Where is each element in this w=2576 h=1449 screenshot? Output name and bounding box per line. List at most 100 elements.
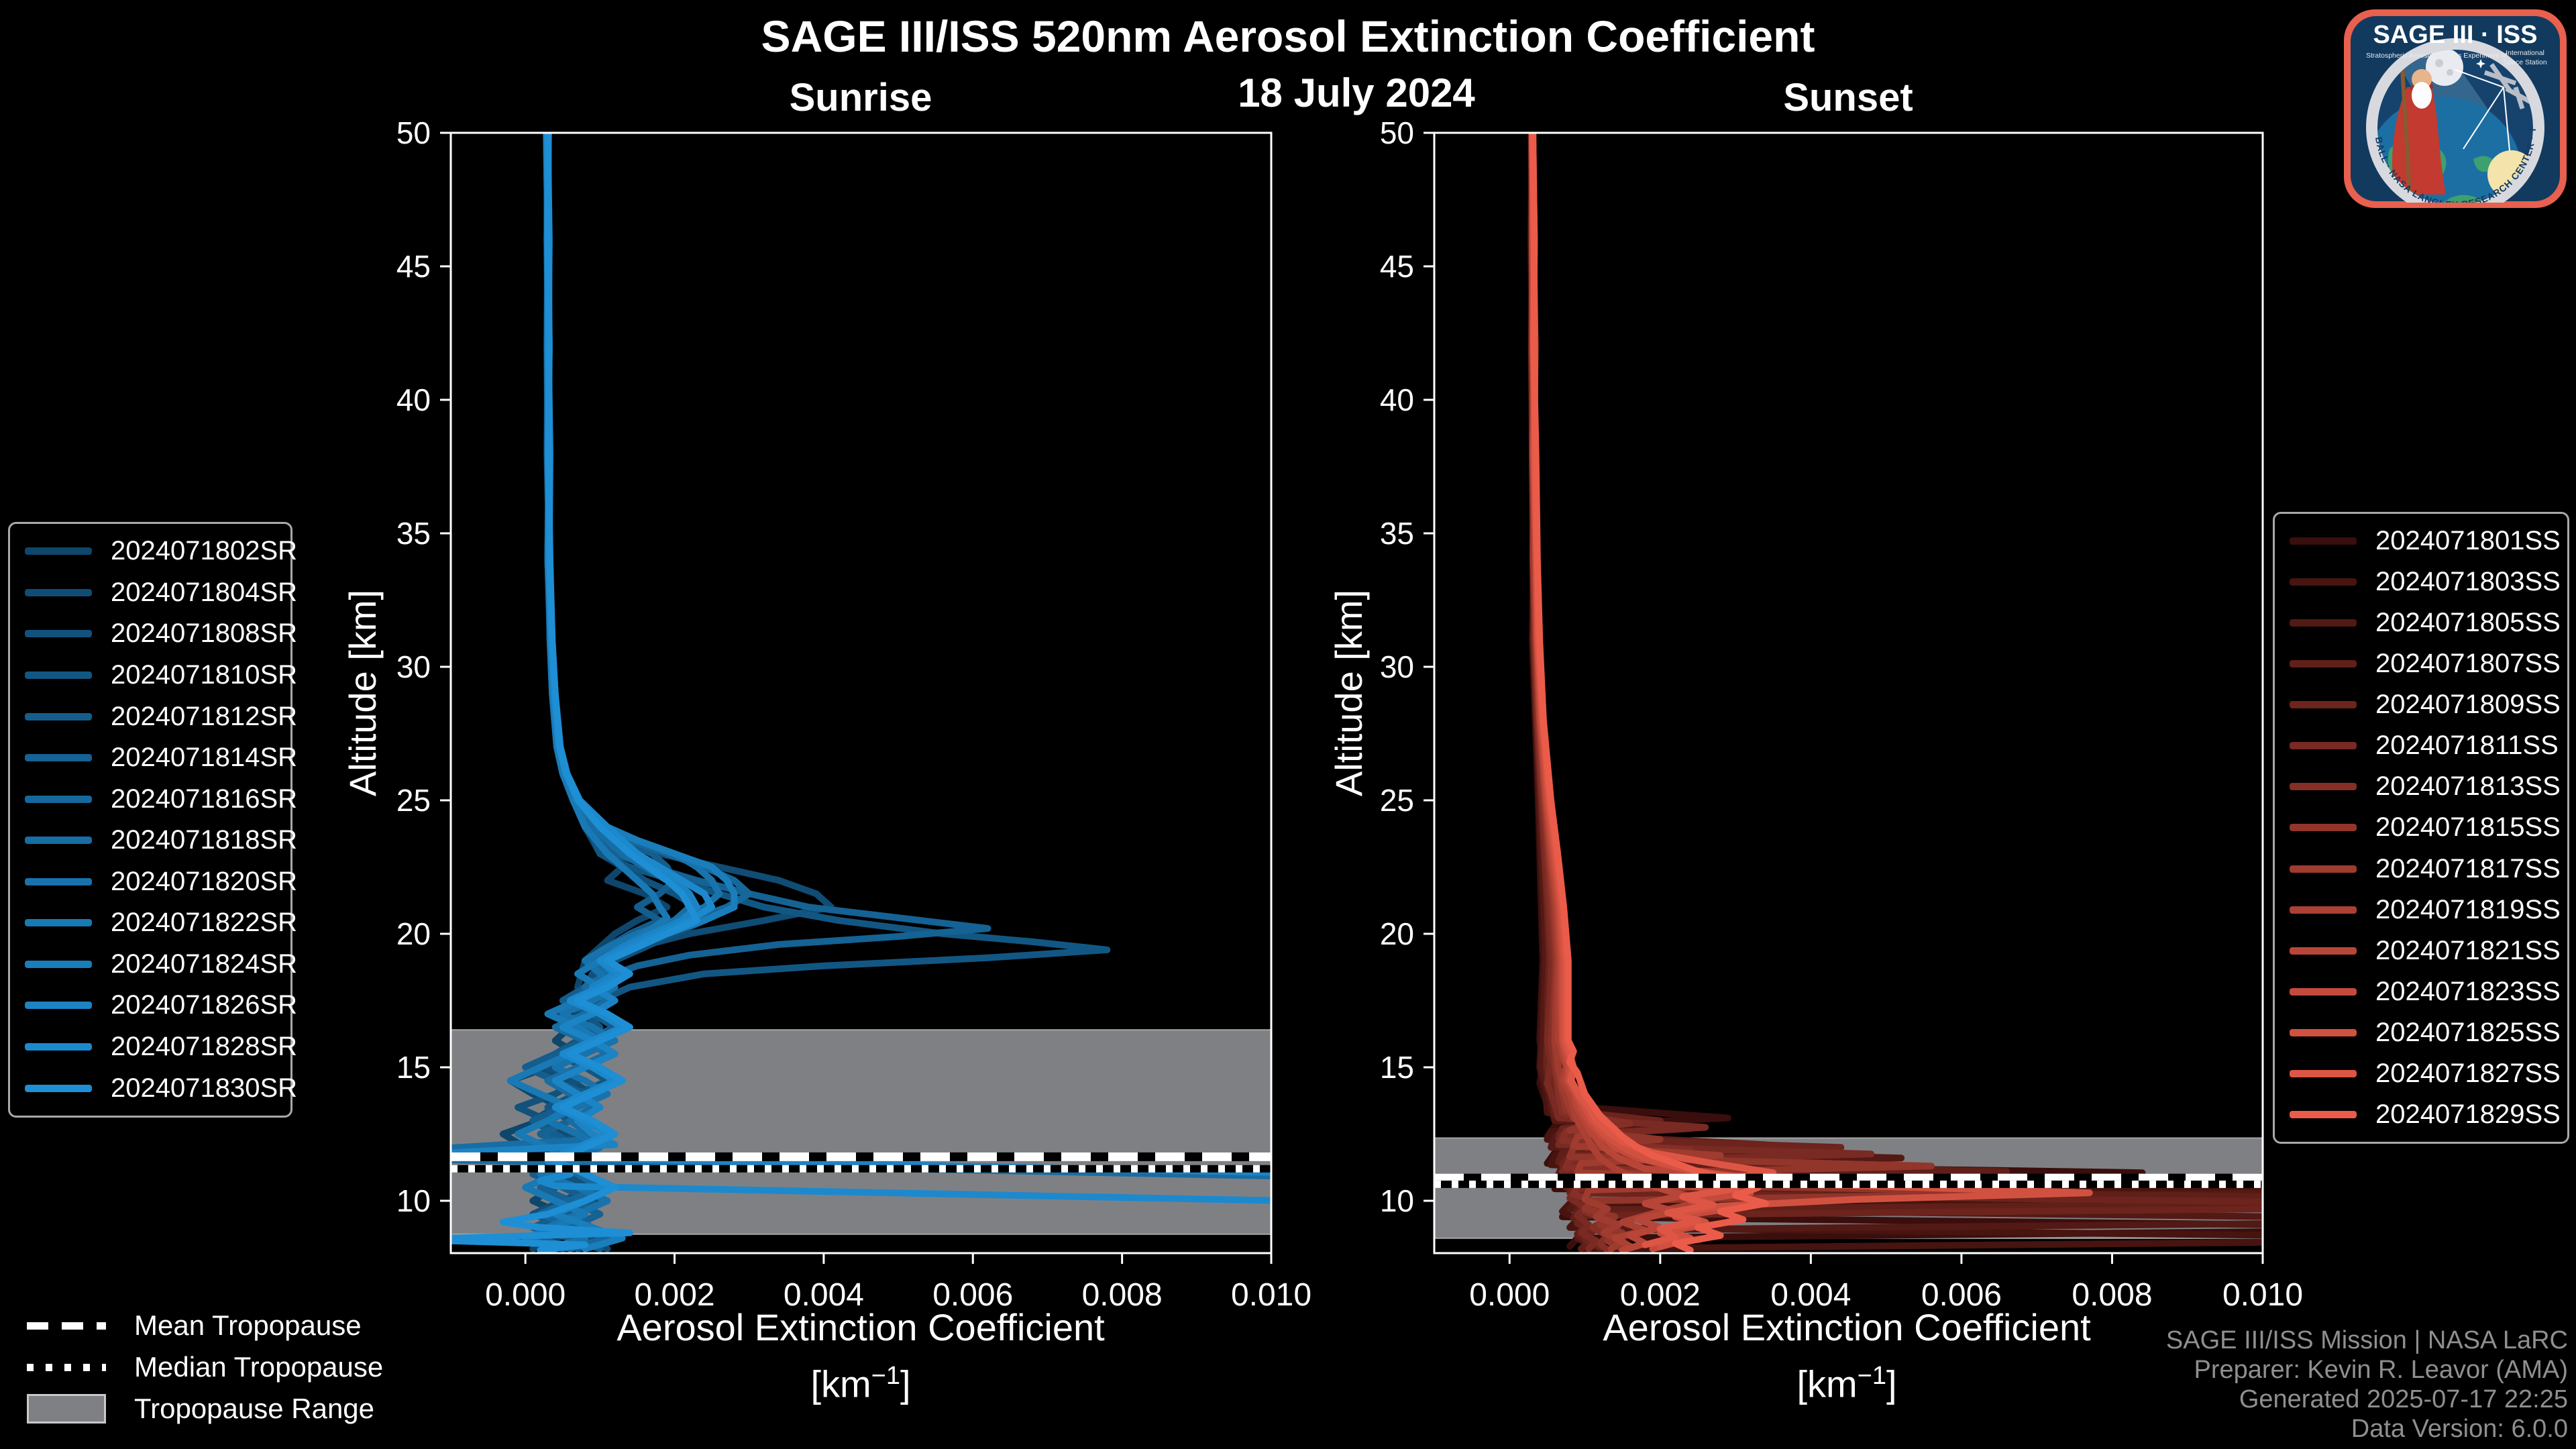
sunset-event-legend: 2024071801SS 2024071803SS 2024071805SS 2024… [2273,512,2569,1144]
legend-line-swatch [2290,578,2357,586]
legend-event-label: 2024071807SS [2375,649,2561,679]
legend-item: 2024071807SS [2275,649,2567,679]
x-tick-label: 0.008 [2072,1277,2152,1313]
legend-event-label: 2024071801SS [2375,526,2561,556]
legend-event-label: 2024071804SR [111,577,298,607]
legend-event-label: 2024071822SR [111,908,298,938]
series-line [1527,133,2263,1251]
legend-line-swatch [2290,660,2357,668]
legend-item: 2024071803SS [2275,567,2567,597]
logo-title: SAGE III · ISS [2373,21,2538,49]
mean-tropopause-label: Mean Tropopause [134,1309,362,1341]
x-tick-label: 0.000 [485,1277,566,1313]
median-tropopause-legend-item: Median Tropopause [27,1346,383,1388]
legend-line-swatch [25,919,92,927]
legend-event-label: 2024071817SS [2375,853,2561,883]
x-tick-label: 0.002 [1620,1277,1701,1313]
x-tick-label: 0.010 [2222,1277,2303,1313]
credits-data-version: Data Version: 6.0.0 [2351,1415,2568,1443]
y-tick-label: 45 [1380,249,1414,284]
legend-line-swatch [25,588,92,596]
legend-event-label: 2024071805SS [2375,608,2561,638]
legend-line-swatch [25,1002,92,1010]
legend-line-swatch [2290,987,2357,996]
legend-event-label: 2024071819SS [2375,894,2561,924]
legend-line-swatch [2290,906,2357,914]
legend-event-label: 2024071830SR [111,1073,298,1103]
legend-event-label: 2024071828SR [111,1032,298,1062]
legend-event-label: 2024071815SS [2375,812,2561,843]
y-tick-label: 10 [1380,1183,1414,1218]
legend-item: 2024071815SS [2275,812,2567,843]
y-tick-label: 25 [396,783,431,818]
x-tick-label: 0.010 [1231,1277,1311,1313]
legend-event-label: 2024071803SS [2375,567,2561,597]
legend-item: 2024071822SR [10,908,297,938]
legend-item: 2024071829SS [2275,1099,2567,1130]
median-tropopause-label: Median Tropopause [134,1351,384,1383]
logo-wizard [2392,50,2446,195]
legend-line-swatch [2290,619,2357,627]
legend-item: 2024071813SS [2275,771,2567,802]
y-tick-label: 45 [396,249,431,284]
series-line [1529,133,2263,1252]
legend-line-swatch [2290,783,2357,791]
y-tick-label: 50 [396,115,431,150]
x-tick-label: 0.004 [784,1277,864,1313]
tropopause-range-legend-item: Tropopause Range [27,1388,383,1430]
tropopause-legend: Mean Tropopause Median Tropopause Tropop… [27,1305,383,1430]
y-tick-label: 25 [1380,783,1414,818]
legend-line-swatch [2290,1028,2357,1036]
legend-item: 2024071809SS [2275,690,2567,720]
sunrise-y-axis-label: Altitude [km] [341,589,384,797]
credits-block: SAGE III/ISS Mission | NASA LaRC Prepare… [2166,1326,2568,1444]
legend-event-label: 2024071813SS [2375,771,2561,802]
legend-item: 2024071804SR [10,578,297,608]
y-tick-label: 30 [396,649,431,684]
y-tick-label: 35 [1380,516,1414,551]
legend-line-swatch [25,671,92,679]
series-line [1529,133,2086,1252]
legend-item: 2024071818SR [10,825,297,855]
legend-item: 2024071825SS [2275,1018,2567,1048]
legend-line-swatch [25,754,92,762]
legend-item: 2024071810SR [10,660,297,690]
legend-event-label: 2024071824SR [111,949,298,979]
sage-iss-mission-logo: SAGE III · ISS Stratospheric Aerosol and… [2344,9,2567,208]
legend-line-swatch [25,1084,92,1092]
legend-item: 2024071816SR [10,784,297,814]
legend-event-label: 2024071820SR [111,866,298,896]
legend-event-label: 2024071812SR [111,701,298,731]
tropopause-range-swatch [27,1394,106,1424]
legend-event-label: 2024071809SS [2375,690,2561,720]
legend-line-swatch [2290,701,2357,709]
plot-frame [449,131,1273,1254]
legend-event-label: 2024071826SR [111,990,298,1020]
logo-subtitle: Stratospheric Aerosol and Gas Experiment… [2366,52,2507,60]
legend-line-swatch [25,795,92,803]
y-tick-label: 30 [1380,649,1414,684]
legend-line-swatch [2290,947,2357,955]
legend-item: 2024071827SS [2275,1059,2567,1089]
legend-item: 2024071828SR [10,1032,297,1062]
legend-event-label: 2024071802SR [111,536,298,566]
x-tick-label: 0.006 [932,1277,1013,1313]
legend-item: 2024071812SR [10,702,297,732]
plot-frame [1433,131,2264,1254]
sunrise-event-legend: 2024071802SR 2024071804SR 2024071808SR 2024… [8,522,297,1118]
legend-line-swatch [25,877,92,885]
mean-tropopause-swatch [27,1312,106,1339]
legend-item: 2024071823SS [2275,977,2567,1007]
legend-line-swatch [25,630,92,638]
y-tick-label: 15 [396,1050,431,1085]
credits-mission: SAGE III/ISS Mission | NASA LaRC [2165,1326,2568,1354]
legend-line-swatch [25,1043,92,1051]
legend-event-label: 2024071829SS [2375,1099,2561,1129]
legend-event-label: 2024071818SR [111,825,298,855]
logo-ring [2366,38,2544,203]
y-tick-label: 20 [1380,916,1414,951]
legend-line-swatch [2290,865,2357,873]
x-tick-label: 0.002 [634,1277,714,1313]
legend-event-label: 2024071811SS [2375,731,2559,761]
legend-item: 2024071802SR [10,536,297,566]
